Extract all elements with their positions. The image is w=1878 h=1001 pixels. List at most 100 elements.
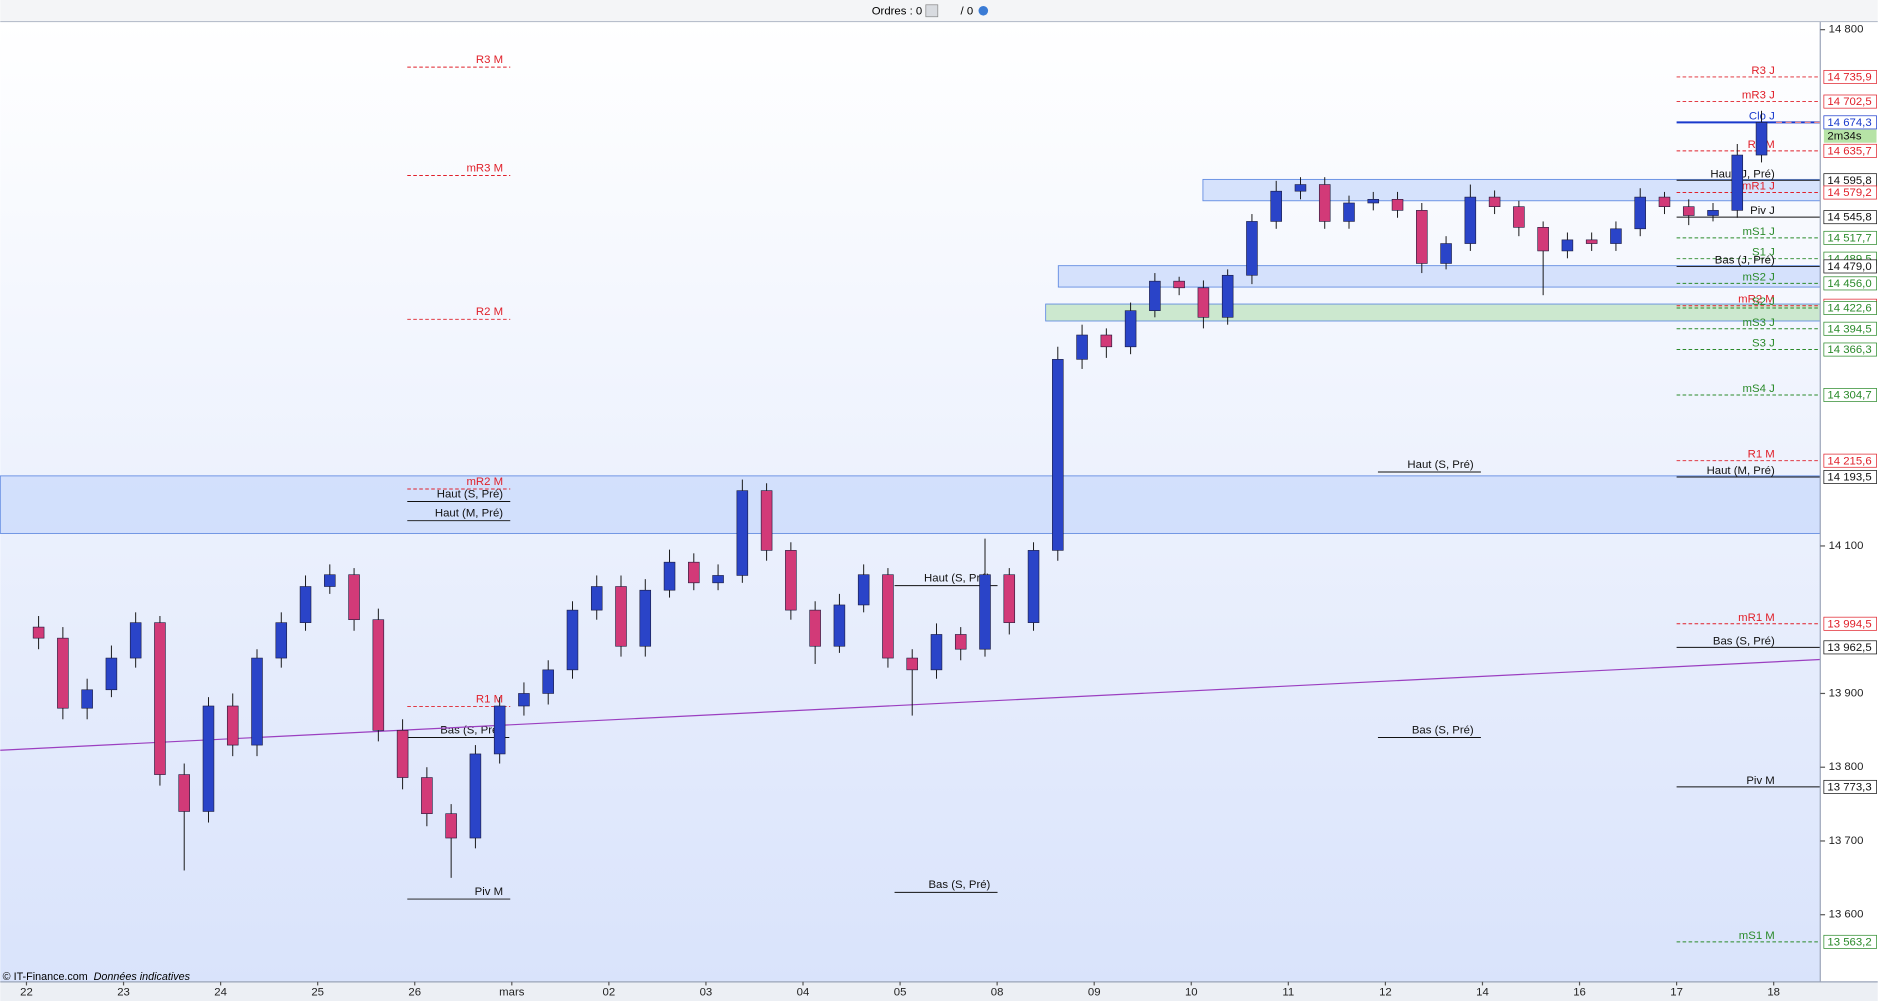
level-value: 13 563,2	[1827, 936, 1871, 948]
level-value: 14 304,7	[1827, 390, 1871, 402]
level-value-box	[1823, 94, 1877, 109]
annotation: R2 M	[476, 306, 503, 318]
candle-body	[1197, 287, 1210, 318]
annotation: Haut (S, Pré)	[1407, 459, 1473, 471]
level-value: 14 545,8	[1827, 212, 1871, 224]
level-value-box	[1823, 301, 1877, 315]
candle-body	[1246, 221, 1258, 276]
candle-body	[1076, 334, 1088, 360]
candle-body	[1440, 243, 1452, 264]
candle-body	[809, 609, 821, 647]
candle-body	[1682, 206, 1695, 216]
orders-icon[interactable]	[925, 4, 939, 18]
candle-body	[1221, 274, 1234, 318]
candle-body	[129, 622, 142, 659]
candle-body	[542, 669, 554, 694]
level-value-box	[1823, 115, 1877, 130]
level-value: 14 215,6	[1827, 455, 1871, 467]
x-tick-label: 26	[408, 987, 421, 999]
annotation: Piv M	[475, 886, 503, 898]
level-value-box	[1823, 342, 1877, 357]
candle-body	[1585, 239, 1598, 244]
candle-body	[226, 705, 239, 746]
level-value-box	[1823, 69, 1877, 84]
credit: © IT-Finance.com	[3, 971, 88, 983]
level-value-box	[1823, 143, 1877, 158]
candle-body	[81, 689, 93, 709]
level-value-box	[1823, 259, 1877, 274]
level-value: 14 489,5	[1827, 253, 1871, 265]
level-name: Bas (S, Pré)	[1713, 635, 1775, 647]
level-name: mS1 J	[1743, 226, 1775, 238]
level-value-box	[1823, 640, 1877, 655]
level-value: 14 366,3	[1827, 344, 1871, 356]
candle-body	[493, 705, 506, 755]
level-value-box	[1823, 230, 1877, 245]
x-tick-label: 12	[1379, 987, 1392, 999]
candle-body	[615, 586, 627, 647]
level-name: mS3 J	[1743, 317, 1775, 329]
x-tick-label: 04	[797, 987, 810, 999]
candle-body	[590, 586, 603, 611]
y-tick-label: 13 700	[1829, 835, 1864, 847]
candle-body	[954, 634, 967, 650]
x-tick-label: 22	[20, 987, 33, 999]
annotation: Haut (S, Pré)	[437, 488, 503, 500]
x-tick-label: 03	[700, 987, 713, 999]
x-tick-label: 02	[603, 987, 616, 999]
x-tick-label: 16	[1573, 987, 1586, 999]
level-name: Bas (J, Pré)	[1715, 254, 1775, 266]
annotation: R3 M	[476, 54, 503, 66]
candle-body	[421, 777, 433, 814]
x-tick-label: 05	[894, 987, 907, 999]
settings-icon[interactable]	[978, 5, 989, 16]
level-name: Piv M	[1746, 775, 1774, 787]
level-name: R3 J	[1751, 65, 1774, 77]
orders-total: / 0	[961, 5, 974, 17]
level-name: S3 J	[1752, 338, 1775, 350]
y-tick-label: 13 900	[1829, 687, 1864, 699]
level-value: 14 735,9	[1827, 72, 1871, 84]
candle-body	[1367, 199, 1380, 204]
candle-body	[469, 753, 482, 839]
candle-body	[202, 705, 215, 812]
candle-body	[1561, 239, 1574, 252]
level-value: 13 962,5	[1827, 642, 1871, 654]
level-name: mR1 J	[1742, 181, 1775, 193]
candle-body	[1731, 154, 1744, 211]
level-value-box	[1823, 934, 1877, 949]
x-tick-label: 10	[1185, 987, 1198, 999]
y-tick-label: 13 800	[1829, 761, 1864, 773]
credit-note: Données indicatives	[94, 971, 191, 983]
orders-count: Ordres : 0	[872, 5, 923, 17]
candle-body	[445, 813, 457, 839]
level-name: mR1 M	[1738, 612, 1775, 624]
candle-body	[1707, 210, 1719, 216]
candle-body	[1270, 190, 1282, 222]
level-value: 14 422,6	[1827, 303, 1871, 315]
level-value: 14 635,7	[1827, 145, 1871, 157]
level-name: mR2 M	[1738, 294, 1775, 306]
candle-body	[566, 609, 579, 671]
candle-body	[1343, 202, 1355, 222]
candle-body	[857, 574, 870, 606]
candle-body	[785, 550, 797, 611]
timer-box	[1823, 129, 1877, 143]
candle-body	[518, 693, 530, 707]
level-value: 13 994,5	[1827, 618, 1871, 630]
level-value-box	[1823, 388, 1877, 402]
y-tick-label: 14 100	[1829, 540, 1864, 552]
x-tick-label: 08	[991, 987, 1004, 999]
level-value: 14 674,3	[1827, 117, 1871, 129]
x-axis-background	[0, 981, 1878, 1001]
candle-body	[178, 774, 190, 812]
candle-body	[1658, 196, 1671, 207]
level-value: 14 595,8	[1827, 175, 1871, 187]
level-value-box	[1823, 470, 1877, 484]
candle-body	[299, 586, 312, 623]
y-tick-label: 14 800	[1829, 24, 1864, 36]
y-tick-label: 13 600	[1829, 909, 1864, 921]
candle-body	[1003, 574, 1016, 623]
candle-body	[1513, 206, 1525, 228]
candle-body	[1027, 550, 1040, 623]
